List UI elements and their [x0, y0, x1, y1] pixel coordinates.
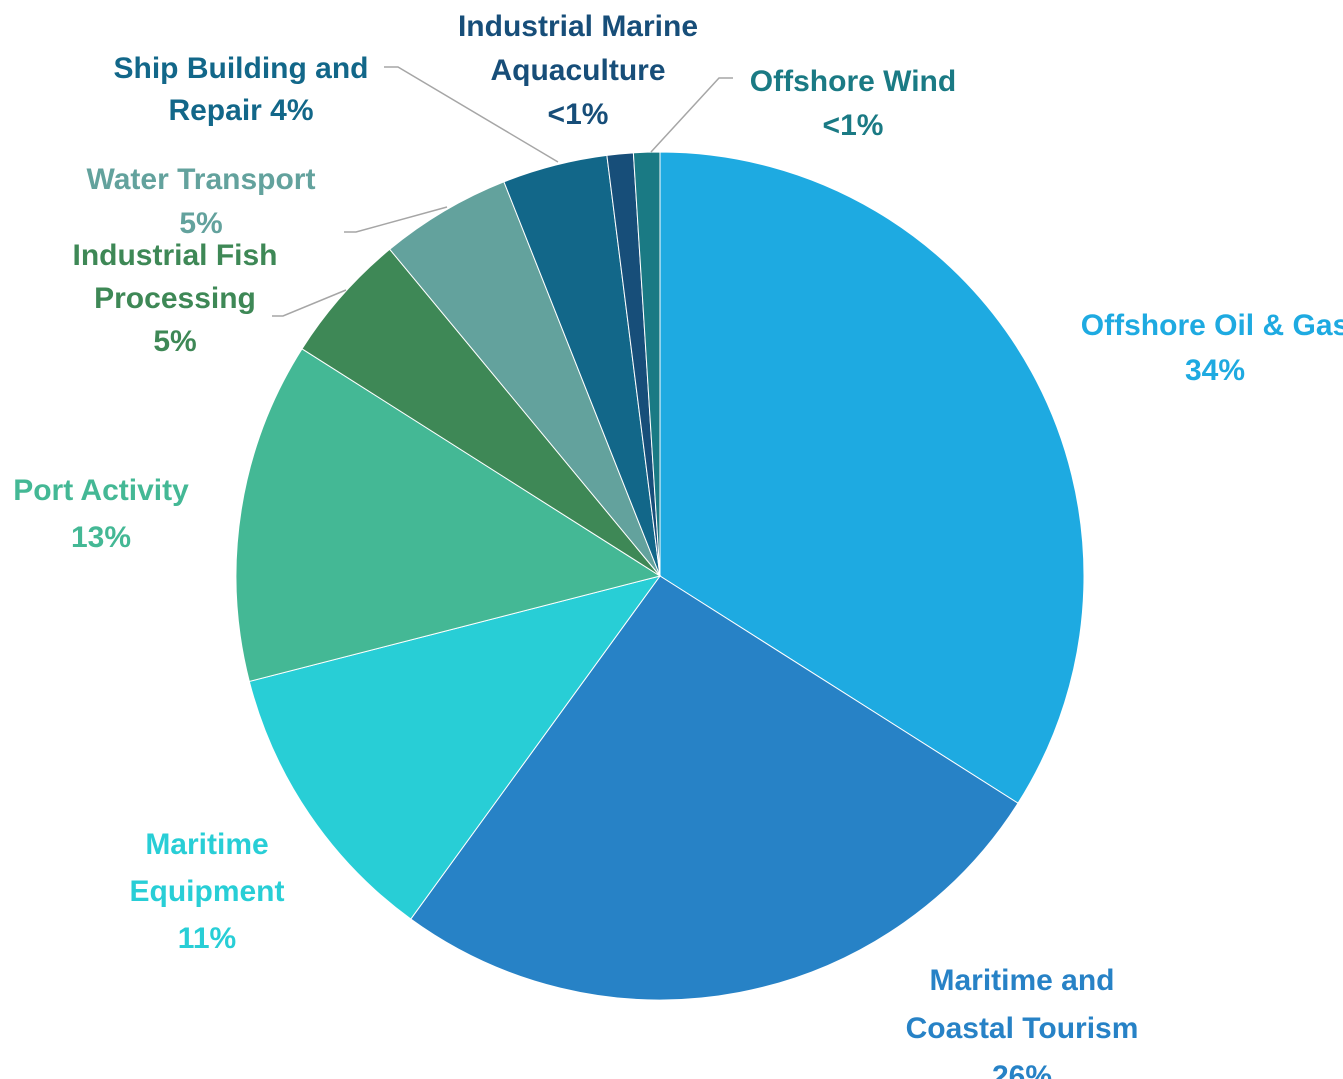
- slice-label-line: 26%: [992, 1060, 1052, 1079]
- slice-label-offshore-oil-gas: Offshore Oil & Gas 34%: [1081, 309, 1343, 387]
- slice-label-industrial-fish-processing: Industrial Fish Processing 5%: [72, 239, 277, 358]
- slice-label-line: Offshore Wind: [750, 65, 956, 98]
- slice-label-line: Water Transport: [87, 163, 316, 196]
- slice-label-line: Processing: [94, 282, 256, 315]
- slice-label-line: Offshore Oil & Gas: [1081, 309, 1343, 342]
- slice-label-line: Industrial Fish: [72, 239, 277, 272]
- slice-label-line: Ship Building and: [114, 52, 369, 85]
- slice-label-line: Maritime and: [929, 964, 1114, 997]
- slice-label-line: Maritime: [145, 828, 268, 861]
- slice-label-maritime-coastal-tourism: Maritime and Coastal Tourism 26%: [906, 964, 1139, 1079]
- pie-slice-maritime-coastal-tourism: [410, 575, 1019, 1001]
- slice-label-line: 5%: [153, 325, 196, 358]
- leader-line-industrial-fish-processing: [272, 289, 347, 317]
- slice-label-maritime-equipment: Maritime Equipment 11%: [130, 828, 285, 955]
- leader-lines: [272, 66, 733, 317]
- leader-line-offshore-wind: [650, 77, 733, 153]
- slice-label-line: Port Activity: [13, 474, 189, 507]
- slice-label-line: Aquaculture: [490, 54, 665, 87]
- slice-label-offshore-wind: Offshore Wind <1%: [750, 65, 956, 142]
- slice-label-water-transport: Water Transport 5%: [87, 163, 316, 240]
- pie-slice-port-activity: [235, 348, 662, 683]
- pie-slice-offshore-oil-gas: [659, 151, 1085, 804]
- pie-slice-maritime-equipment: [248, 575, 662, 920]
- slice-label-line: 13%: [71, 521, 131, 554]
- slice-label-line: <1%: [548, 98, 609, 131]
- pie-slices: [235, 151, 1085, 1001]
- slice-label-line: Industrial Marine: [458, 10, 698, 43]
- slice-label-port-activity: Port Activity 13%: [13, 474, 189, 554]
- slice-label-line: Coastal Tourism: [906, 1012, 1139, 1045]
- leader-line-water-transport: [344, 206, 448, 233]
- slice-label-line: Equipment: [130, 875, 285, 908]
- pie-slice-offshore-wind: [632, 151, 661, 577]
- slice-label-line: 5%: [179, 207, 222, 240]
- slice-label-line: <1%: [823, 109, 884, 142]
- slice-label-line: Repair 4%: [168, 94, 313, 127]
- slice-label-ship-building-repair: Ship Building and Repair 4%: [114, 52, 369, 127]
- leader-line-ship-building-repair: [384, 66, 559, 163]
- slice-label-line: 34%: [1185, 354, 1245, 387]
- slice-label-line: 11%: [178, 922, 236, 955]
- slice-label-industrial-marine-aquaculture: Industrial Marine Aquaculture <1%: [458, 10, 698, 131]
- slice-labels: Offshore Oil & Gas 34% Maritime and Coastal…: [13, 10, 1343, 1079]
